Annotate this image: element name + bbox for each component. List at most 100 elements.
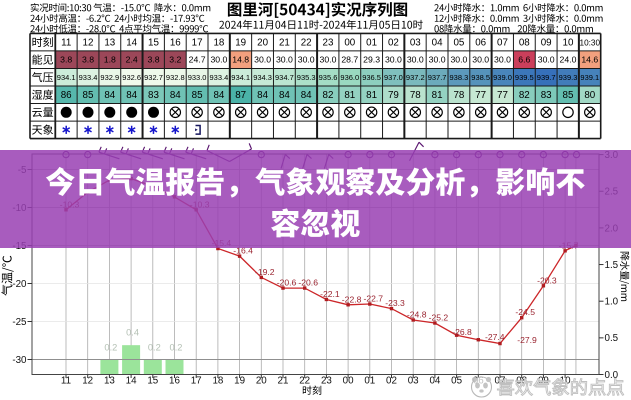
- svg-text:03: 03: [410, 38, 421, 49]
- svg-text:3.8: 3.8: [147, 55, 159, 65]
- svg-text:11: 11: [61, 38, 71, 49]
- svg-text:84: 84: [104, 90, 115, 101]
- svg-text:83: 83: [148, 90, 159, 101]
- svg-text:11: 11: [61, 376, 71, 387]
- svg-text:79: 79: [388, 90, 399, 101]
- svg-text:30.0: 30.0: [276, 55, 293, 65]
- svg-text:12: 12: [83, 38, 94, 49]
- svg-text:939.7: 939.7: [537, 73, 556, 82]
- svg-text:3.2: 3.2: [169, 55, 181, 65]
- svg-text:16: 16: [169, 376, 180, 387]
- svg-text:-24.8: -24.8: [407, 310, 427, 320]
- svg-text:934.1: 934.1: [57, 73, 76, 82]
- svg-text:30.0: 30.0: [298, 55, 315, 65]
- svg-text:01: 01: [364, 376, 375, 387]
- svg-text:17: 17: [192, 38, 203, 49]
- svg-text:0.2: 0.2: [104, 342, 117, 352]
- svg-text:-20.6: -20.6: [277, 278, 297, 288]
- svg-text:84: 84: [257, 90, 268, 101]
- svg-text:1.5: 1.5: [605, 260, 619, 271]
- svg-text:935.6: 935.6: [319, 73, 338, 82]
- svg-text:84: 84: [301, 90, 312, 101]
- svg-text:933.4: 933.4: [210, 73, 229, 82]
- svg-text:24.7: 24.7: [189, 55, 206, 65]
- svg-text:21: 21: [278, 376, 289, 387]
- svg-text:1.0: 1.0: [605, 297, 619, 308]
- svg-text:-23.3: -23.3: [385, 298, 405, 308]
- svg-text:02: 02: [386, 376, 397, 387]
- svg-text:0.0: 0.0: [605, 370, 619, 381]
- svg-text:-27.4: -27.4: [485, 332, 505, 342]
- svg-text:939.1: 939.1: [580, 73, 599, 82]
- svg-text:933.0: 933.0: [188, 73, 207, 82]
- svg-text:18: 18: [213, 38, 224, 49]
- svg-text:936.0: 936.0: [340, 73, 359, 82]
- svg-text:-24.5: -24.5: [515, 307, 535, 317]
- svg-text:6.6: 6.6: [518, 55, 530, 65]
- svg-text:80: 80: [584, 90, 595, 101]
- svg-text:21: 21: [279, 38, 290, 49]
- svg-text:77: 77: [475, 90, 486, 101]
- svg-text:-20.6: -20.6: [298, 278, 318, 288]
- svg-text:0.4: 0.4: [126, 328, 139, 338]
- svg-text:16: 16: [170, 38, 181, 49]
- svg-text:81: 81: [344, 90, 355, 101]
- svg-text:04: 04: [432, 38, 443, 49]
- svg-text:938.3: 938.3: [450, 73, 469, 82]
- svg-text:-19.2: -19.2: [255, 267, 275, 277]
- svg-text:934.7: 934.7: [275, 73, 294, 82]
- svg-text:939.0: 939.0: [493, 73, 512, 82]
- svg-text:939.5: 939.5: [515, 73, 534, 82]
- svg-text:84: 84: [213, 90, 224, 101]
- svg-text:84: 84: [126, 90, 137, 101]
- svg-text:30.0: 30.0: [320, 55, 337, 65]
- svg-text:30.0: 30.0: [494, 55, 511, 65]
- svg-text:2.4: 2.4: [126, 55, 138, 65]
- svg-text:932.9: 932.9: [100, 73, 119, 82]
- svg-text:-25.2: -25.2: [429, 313, 449, 323]
- svg-text:3.8: 3.8: [60, 55, 72, 65]
- svg-text:10:30: 10:30: [580, 39, 601, 48]
- svg-text:-20.3: -20.3: [537, 275, 557, 285]
- svg-text:1.8: 1.8: [104, 55, 116, 65]
- svg-text:03: 03: [408, 376, 419, 387]
- svg-text:-27.9: -27.9: [517, 335, 537, 345]
- svg-text:84: 84: [170, 90, 181, 101]
- svg-text:0.2: 0.2: [148, 342, 161, 352]
- svg-text:05: 05: [453, 38, 464, 49]
- svg-text:15: 15: [147, 376, 158, 387]
- svg-text:22: 22: [301, 38, 312, 49]
- svg-text:-26.8: -26.8: [452, 327, 472, 337]
- svg-text:934.1: 934.1: [231, 73, 250, 82]
- svg-text:83: 83: [541, 90, 552, 101]
- svg-text:01: 01: [366, 38, 377, 49]
- svg-text:939.3: 939.3: [559, 73, 578, 82]
- svg-text:81: 81: [366, 90, 377, 101]
- svg-text:07: 07: [497, 38, 508, 49]
- svg-text:23: 23: [321, 376, 332, 387]
- svg-text:30.0: 30.0: [385, 55, 402, 65]
- svg-text:937.0: 937.0: [384, 73, 403, 82]
- svg-text:937.7: 937.7: [428, 73, 447, 82]
- svg-text:20: 20: [257, 38, 268, 49]
- svg-text:30.0: 30.0: [210, 55, 227, 65]
- svg-text:24.0: 24.0: [560, 55, 577, 65]
- svg-text:-30: -30: [12, 355, 27, 366]
- svg-text:932.8: 932.8: [166, 73, 185, 82]
- svg-text:936.5: 936.5: [362, 73, 381, 82]
- svg-text:78: 78: [453, 90, 464, 101]
- svg-text:935.3: 935.3: [297, 73, 316, 82]
- svg-text:22: 22: [299, 376, 310, 387]
- svg-text:84: 84: [279, 90, 290, 101]
- svg-text:28.7: 28.7: [341, 55, 358, 65]
- svg-text:-22.1: -22.1: [320, 289, 340, 299]
- svg-text:20: 20: [256, 376, 267, 387]
- svg-text:82: 82: [323, 90, 334, 101]
- svg-text:13: 13: [104, 376, 115, 387]
- svg-text:14: 14: [126, 376, 137, 387]
- svg-text:12: 12: [82, 376, 93, 387]
- svg-text:14.6: 14.6: [581, 55, 598, 65]
- svg-text:19: 19: [234, 376, 245, 387]
- svg-text:00: 00: [344, 38, 355, 49]
- svg-text:-22.8: -22.8: [342, 294, 362, 304]
